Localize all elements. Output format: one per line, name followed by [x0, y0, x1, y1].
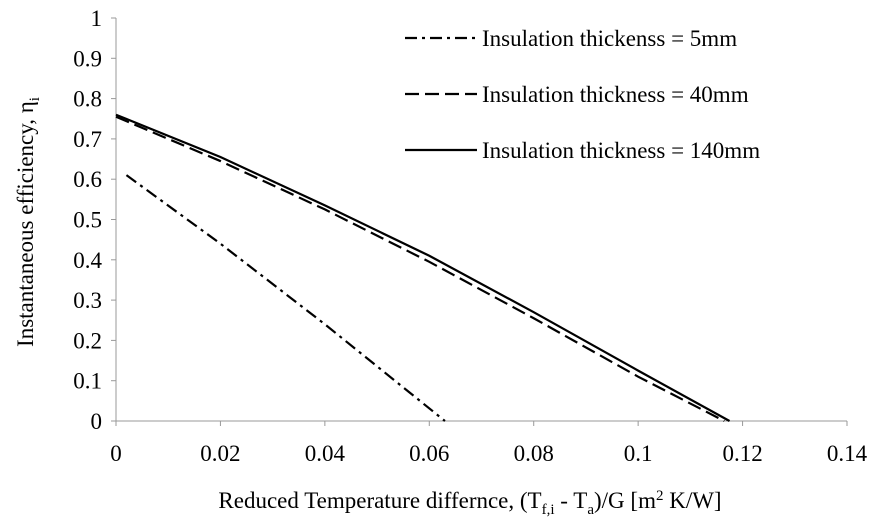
legend-label: Insulation thickness = 40mm: [482, 82, 749, 107]
y-tick-label: 0.6: [73, 167, 102, 192]
legend-label: Insulation thickenss = 5mm: [482, 26, 737, 51]
y-tick-label: 0: [91, 409, 103, 434]
series-line: [115, 115, 725, 422]
y-tick-label: 0.5: [73, 208, 102, 233]
x-tick-label: 0.08: [514, 441, 554, 466]
y-axis-label: Instantaneous efficiency, ηi: [13, 97, 43, 347]
label-part: )/G [m: [594, 488, 656, 513]
legend-label: Insulation thickness = 140mm: [482, 138, 760, 163]
y-tick-label: 0.4: [73, 248, 102, 273]
label-part: i: [27, 97, 43, 101]
y-tick-label: 0.3: [73, 288, 102, 313]
x-tick-label: 0.14: [827, 441, 868, 466]
label-part: - T: [555, 488, 588, 513]
x-tick-label: 0.12: [722, 441, 762, 466]
y-tick-label: 1: [91, 6, 103, 31]
series-line: [125, 174, 446, 422]
x-axis-label: Reduced Temperature differnce, (Tf,i - T…: [218, 488, 721, 518]
y-tick-label: 0.8: [73, 87, 102, 112]
y-tick-label: 0.2: [73, 328, 102, 353]
label-part: Instantaneous efficiency, η: [13, 101, 38, 347]
x-tick-label: 0.02: [200, 441, 240, 466]
label-part: a: [587, 502, 594, 518]
series-line: [115, 113, 731, 422]
label-part: K/W]: [663, 488, 721, 513]
label-part: f,i: [542, 502, 555, 518]
x-tick-label: 0.1: [624, 441, 653, 466]
x-tick-label: 0: [110, 441, 122, 466]
label-part: Reduced Temperature differnce, (T: [218, 488, 541, 513]
x-tick-label: 0.06: [409, 441, 449, 466]
y-tick-label: 0.7: [73, 127, 102, 152]
y-tick-label: 0.1: [73, 369, 102, 394]
x-tick-label: 0.04: [305, 441, 346, 466]
y-tick-label: 0.9: [73, 46, 102, 71]
label-part: 2: [656, 488, 664, 504]
